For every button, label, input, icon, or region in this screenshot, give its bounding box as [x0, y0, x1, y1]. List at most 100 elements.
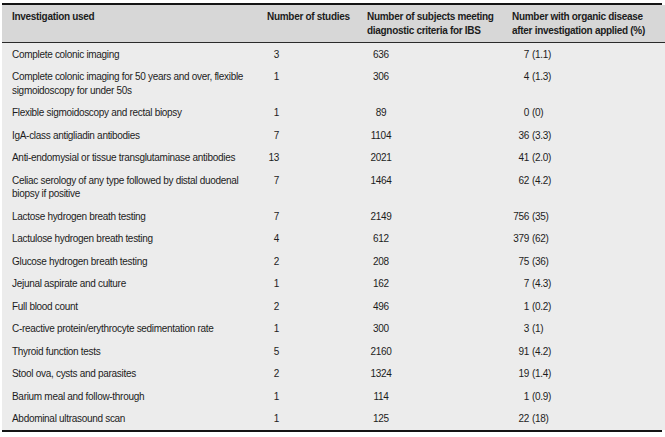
organic-count-value: 4: [512, 70, 529, 84]
organic-count-value: 19: [512, 367, 529, 381]
investigation-name-line: Abdominal ultrasound scan: [12, 412, 257, 426]
table-row: Lactose hydrogen breath testing 7 2149 7…: [2, 205, 665, 228]
organic-disease-cell: 41(2.0): [512, 147, 665, 170]
investigation-name-line: Lactulose hydrogen breath testing: [12, 232, 257, 246]
subjects-value: 162: [367, 277, 395, 291]
studies-value: 1: [257, 412, 279, 426]
investigation-cell: IgA-class antigliadin antibodies: [2, 124, 257, 147]
investigation-cell: Anti-endomysial or tissue transglutamina…: [2, 147, 257, 170]
investigation-cell: Lactulose hydrogen breath testing: [2, 228, 257, 251]
subjects-cell: 1464: [367, 169, 512, 205]
organic-count-value: 36: [512, 129, 529, 143]
subjects-cell: 496: [367, 295, 512, 318]
investigation-cell: Flexible sigmoidoscopy and rectal biopsy: [2, 102, 257, 125]
subjects-value: 1464: [367, 174, 395, 188]
organic-count-value: 62: [512, 174, 529, 188]
data-table: Investigation used Number of studies Num…: [2, 5, 665, 430]
table-row: Abdominal ultrasound scan 1 125 22(18): [2, 408, 665, 431]
subjects-value: 125: [367, 412, 395, 426]
table-row: Flexible sigmoidoscopy and rectal biopsy…: [2, 102, 665, 125]
studies-value: 7: [257, 129, 279, 143]
organic-disease-cell: 756(35): [512, 205, 665, 228]
table-row: C-reactive protein/erythrocyte sedimenta…: [2, 318, 665, 341]
organic-count-value: 756: [512, 210, 529, 224]
studies-value: 13: [257, 151, 279, 165]
studies-cell: 7: [257, 205, 367, 228]
investigation-name-line: Jejunal aspirate and culture: [12, 277, 257, 291]
organic-percent-value: (4.2): [532, 345, 551, 359]
subjects-cell: 1324: [367, 363, 512, 386]
col-header-label-line2: diagnostic criteria for IBS: [367, 24, 512, 38]
studies-value: 2: [257, 255, 279, 269]
studies-cell: 7: [257, 169, 367, 205]
subjects-value: 2149: [367, 210, 395, 224]
studies-value: 4: [257, 232, 279, 246]
table-row: Celiac serology of any type followed by …: [2, 169, 665, 205]
subjects-cell: 162: [367, 273, 512, 296]
investigation-name-line: Thyroid function tests: [12, 345, 257, 359]
investigation-cell: Thyroid function tests: [2, 340, 257, 363]
investigation-name-line: Complete colonic imaging for 50 years an…: [12, 70, 257, 84]
organic-disease-cell: 36(3.3): [512, 124, 665, 147]
investigation-cell: C-reactive protein/erythrocyte sedimenta…: [2, 318, 257, 341]
organic-percent-value: (4.2): [532, 174, 551, 188]
subjects-value: 1324: [367, 367, 395, 381]
organic-count-value: 75: [512, 255, 529, 269]
organic-percent-value: (35): [532, 210, 549, 224]
studies-value: 5: [257, 345, 279, 359]
investigation-cell: Lactose hydrogen breath testing: [2, 205, 257, 228]
organic-disease-cell: 62(4.2): [512, 169, 665, 205]
investigation-cell: Abdominal ultrasound scan: [2, 408, 257, 431]
investigation-name-line: Glucose hydrogen breath testing: [12, 255, 257, 269]
studies-cell: 7: [257, 124, 367, 147]
organic-disease-cell: 1(0.2): [512, 295, 665, 318]
studies-value: 3: [257, 48, 279, 62]
organic-count-value: 379: [512, 232, 529, 246]
organic-percent-value: (4.3): [532, 277, 551, 291]
investigation-cell: Full blood count: [2, 295, 257, 318]
organic-percent-value: (1.4): [532, 367, 551, 381]
investigation-name-line: Full blood count: [12, 300, 257, 314]
header-row: Investigation used Number of studies Num…: [2, 5, 665, 43]
studies-value: 2: [257, 367, 279, 381]
col-header-label-line2: after investigation applied (%): [512, 24, 665, 38]
studies-cell: 2: [257, 295, 367, 318]
subjects-cell: 89: [367, 102, 512, 125]
organic-count-value: 22: [512, 412, 529, 426]
investigation-cell: Complete colonic imaging for 50 years an…: [2, 66, 257, 102]
col-header-label: Number of studies: [267, 10, 367, 24]
col-header-investigation: Investigation used: [2, 5, 257, 43]
studies-cell: 1: [257, 102, 367, 125]
studies-value: 7: [257, 174, 279, 188]
table-row: Glucose hydrogen breath testing 2 208 75…: [2, 250, 665, 273]
studies-cell: 4: [257, 228, 367, 251]
studies-value: 2: [257, 300, 279, 314]
table-row: Full blood count 2 496 1(0.2): [2, 295, 665, 318]
investigation-name-line: Celiac serology of any type followed by …: [12, 174, 257, 188]
investigation-cell: Glucose hydrogen breath testing: [2, 250, 257, 273]
studies-cell: 1: [257, 385, 367, 408]
subjects-value: 208: [367, 255, 395, 269]
organic-disease-cell: 91(4.2): [512, 340, 665, 363]
col-header-subjects: Number of subjects meeting diagnostic cr…: [367, 5, 512, 43]
organic-percent-value: (0.2): [532, 300, 551, 314]
studies-value: 7: [257, 210, 279, 224]
studies-cell: 5: [257, 340, 367, 363]
organic-disease-cell: 22(18): [512, 408, 665, 431]
table-row: Anti-endomysial or tissue transglutamina…: [2, 147, 665, 170]
table-row: Complete colonic imaging 3 636 7(1.1): [2, 43, 665, 66]
col-header-label-line1: Number with organic disease: [512, 10, 665, 24]
investigation-cell: Stool ova, cysts and parasites: [2, 363, 257, 386]
subjects-cell: 2160: [367, 340, 512, 363]
organic-percent-value: (3.3): [532, 129, 551, 143]
organic-percent-value: (62): [532, 232, 549, 246]
subjects-cell: 1104: [367, 124, 512, 147]
studies-value: 1: [257, 106, 279, 120]
subjects-value: 1104: [367, 129, 395, 143]
organic-count-value: 1: [512, 300, 529, 314]
investigation-name-line: IgA-class antigliadin antibodies: [12, 129, 257, 143]
subjects-value: 306: [367, 70, 395, 84]
studies-cell: 1: [257, 318, 367, 341]
subjects-cell: 636: [367, 43, 512, 66]
investigation-name-line: biopsy if positive: [12, 187, 257, 201]
